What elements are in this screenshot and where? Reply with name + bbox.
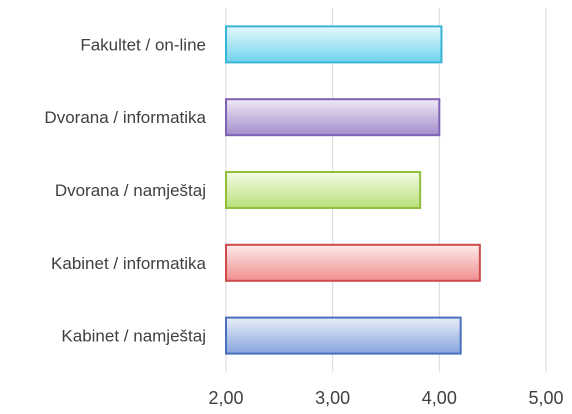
bar-kabinet-informatika [225,243,481,282]
bar-fakultet-on-line [225,25,443,64]
x-tick-label: 4,00 [422,388,457,408]
category-labels: Fakultet / on-line Dvorana / informatika D… [44,35,206,345]
category-label: Fakultet / on-line [80,35,206,54]
x-tick-label: 2,00 [208,388,243,408]
category-label: Kabinet / namještaj [61,327,206,346]
bars [225,25,481,355]
x-tick-label: 3,00 [315,388,350,408]
bar-kabinet-namje-taj [225,316,462,355]
bar-dvorana-informatika [225,98,441,137]
x-tick-labels: 2,00 3,00 4,00 5,00 [208,388,563,408]
x-tick-label: 5,00 [528,388,563,408]
bar-dvorana-namje-taj [225,171,422,209]
category-label: Kabinet / informatika [51,254,207,273]
category-label: Dvorana / informatika [44,108,206,127]
category-label: Dvorana / namještaj [55,181,206,200]
